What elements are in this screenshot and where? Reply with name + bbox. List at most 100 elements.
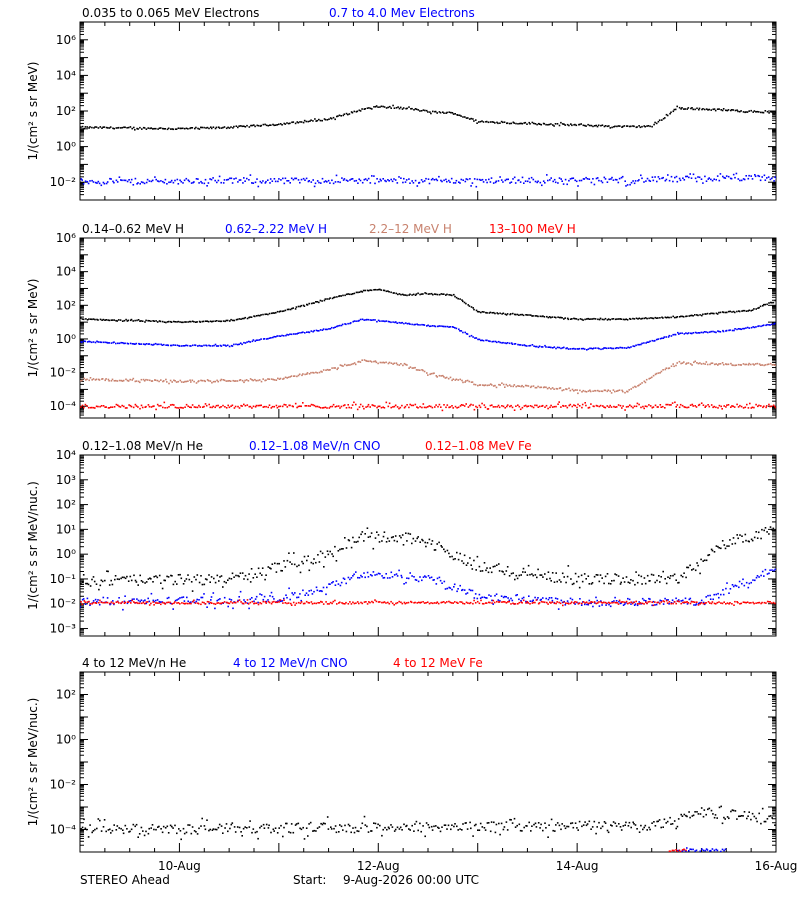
data-point	[179, 573, 181, 576]
data-point	[331, 367, 333, 369]
data-point	[92, 830, 95, 832]
data-point	[345, 582, 347, 585]
data-point	[395, 321, 397, 323]
data-point	[134, 129, 136, 131]
data-point	[331, 602, 333, 605]
data-point	[758, 363, 761, 365]
data-point	[692, 568, 695, 570]
data-point	[335, 831, 338, 834]
data-point	[420, 110, 423, 112]
data-point	[750, 602, 752, 604]
data-point	[671, 599, 674, 601]
data-point	[621, 389, 623, 392]
data-point	[238, 179, 241, 181]
data-point	[320, 590, 322, 592]
data-point	[552, 347, 554, 349]
data-point	[316, 372, 319, 374]
data-point	[507, 178, 509, 181]
data-point	[270, 831, 272, 834]
data-point	[608, 178, 611, 181]
data-point	[762, 305, 764, 307]
y-tick-label: 10⁻⁴	[50, 823, 77, 837]
data-point	[563, 576, 565, 578]
data-point	[541, 346, 544, 348]
data-point	[748, 110, 750, 112]
data-point	[678, 360, 681, 363]
data-point	[497, 599, 500, 601]
data-point	[356, 110, 359, 113]
data-point	[644, 381, 647, 384]
data-point	[326, 298, 328, 300]
data-point	[181, 602, 183, 604]
data-point	[564, 178, 567, 181]
data-point	[241, 835, 243, 837]
data-point	[711, 312, 714, 315]
data-point	[589, 389, 591, 392]
data-point	[572, 826, 575, 829]
data-point	[257, 404, 259, 407]
data-point	[742, 407, 745, 409]
data-point	[720, 602, 722, 604]
data-point	[123, 342, 125, 345]
data-point	[129, 378, 131, 381]
data-point	[760, 405, 762, 407]
data-point	[774, 176, 776, 178]
data-point	[92, 601, 95, 604]
data-point	[218, 823, 221, 826]
data-point	[449, 556, 451, 558]
data-point	[339, 584, 342, 587]
data-point	[436, 543, 438, 545]
data-point	[578, 123, 581, 126]
data-point	[109, 602, 112, 605]
data-point	[122, 379, 125, 382]
y-tick-label: 10⁰	[56, 733, 76, 747]
data-point	[727, 363, 730, 366]
data-point	[619, 318, 621, 320]
data-point	[454, 379, 457, 381]
data-point	[517, 404, 519, 406]
data-point	[435, 825, 437, 827]
data-point	[190, 601, 192, 603]
data-point	[195, 178, 198, 180]
data-point	[248, 179, 250, 181]
data-point	[191, 320, 194, 323]
data-point	[208, 574, 210, 576]
data-point	[698, 332, 701, 334]
data-point	[119, 406, 122, 408]
y-tick-label: 10⁻²	[50, 778, 77, 792]
data-point	[748, 174, 750, 177]
data-point	[98, 182, 101, 185]
data-point	[766, 363, 769, 366]
data-point	[661, 316, 663, 319]
data-point	[151, 380, 154, 382]
data-point	[430, 576, 433, 579]
data-point	[672, 110, 675, 113]
data-point	[131, 127, 133, 130]
data-point	[264, 578, 266, 581]
data-point	[747, 586, 750, 589]
data-point	[291, 563, 293, 565]
data-point	[411, 180, 413, 182]
data-point	[568, 124, 570, 127]
data-point	[700, 599, 703, 602]
data-point	[451, 824, 453, 826]
data-point	[92, 406, 95, 409]
data-point	[609, 347, 612, 349]
data-point	[400, 574, 403, 577]
data-point	[446, 601, 448, 603]
data-point	[657, 601, 659, 604]
data-point	[286, 377, 288, 379]
data-point	[588, 406, 591, 409]
data-point	[730, 810, 732, 813]
data-point	[550, 123, 552, 125]
data-point	[168, 406, 170, 408]
data-point	[103, 819, 106, 821]
data-point	[254, 125, 256, 128]
data-point	[260, 338, 262, 340]
data-point	[525, 602, 527, 604]
data-point	[489, 181, 492, 183]
data-point	[285, 822, 287, 825]
data-point	[405, 322, 407, 324]
data-point	[353, 602, 356, 605]
data-point	[392, 363, 394, 365]
